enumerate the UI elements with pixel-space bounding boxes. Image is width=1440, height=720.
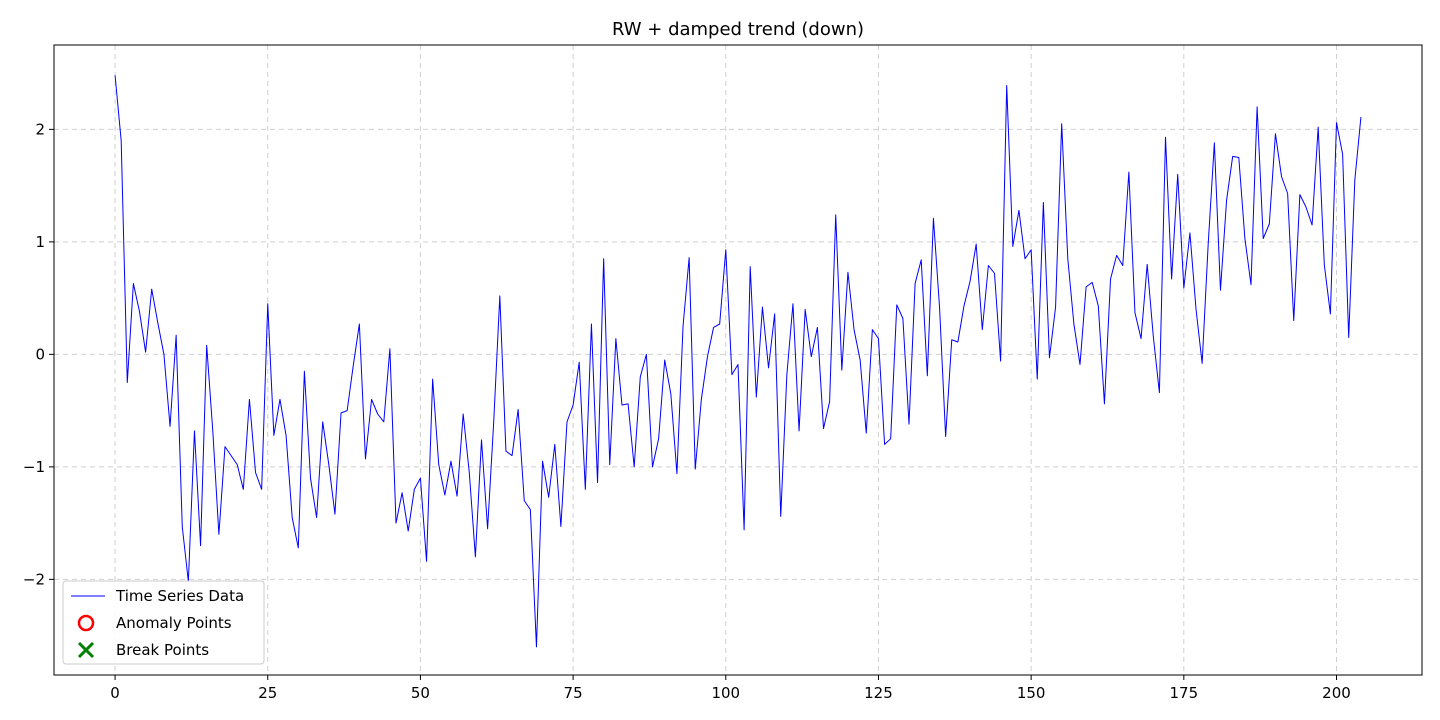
legend-box bbox=[62, 580, 265, 665]
y-tick-label: −1 bbox=[23, 458, 45, 476]
x-tick-label: 175 bbox=[1170, 684, 1199, 702]
y-tick-label: 1 bbox=[35, 233, 45, 251]
legend-entry: Break Points bbox=[77, 641, 209, 659]
x-tick-label: 75 bbox=[564, 684, 583, 702]
x-tick-label: 125 bbox=[864, 684, 893, 702]
y-tick-label: 0 bbox=[35, 345, 45, 363]
legend: Time Series Data Anomaly Points Break Poin… bbox=[62, 580, 265, 665]
x-tick-label: 150 bbox=[1017, 684, 1046, 702]
y-tick-label: −2 bbox=[23, 570, 45, 588]
plot-frame bbox=[53, 44, 1423, 676]
legend-entry: Time Series Data bbox=[71, 587, 244, 605]
grid bbox=[54, 45, 1422, 675]
legend-label: Anomaly Points bbox=[116, 614, 232, 632]
legend-label: Break Points bbox=[116, 641, 209, 659]
y-tick-label: 2 bbox=[35, 120, 45, 138]
series-line bbox=[114, 75, 1362, 648]
series-layer bbox=[114, 75, 1362, 648]
x-tick-label: 200 bbox=[1322, 684, 1351, 702]
legend-x-swatch bbox=[77, 641, 95, 659]
x-tick-label: 25 bbox=[258, 684, 277, 702]
x-tick-label: 0 bbox=[110, 684, 120, 702]
chart-title: RW + damped trend (down) bbox=[612, 19, 864, 40]
x-tick-label: 50 bbox=[411, 684, 430, 702]
legend-label: Time Series Data bbox=[115, 587, 244, 605]
legend-circle-swatch bbox=[77, 614, 95, 632]
legend-entry: Anomaly Points bbox=[77, 614, 232, 632]
ticks: 0 25 50 75 100 125 150 175 200 −2 −1 0 1 2 bbox=[23, 120, 1351, 702]
x-tick-label: 100 bbox=[711, 684, 740, 702]
